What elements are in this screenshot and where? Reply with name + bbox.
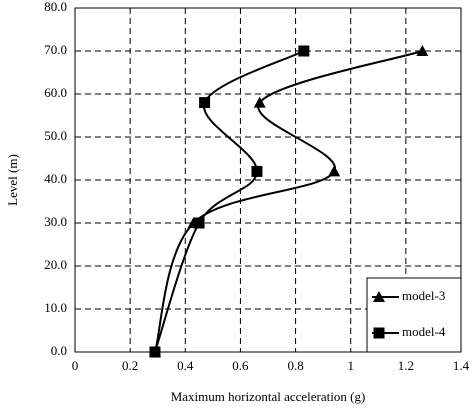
x-tick-label: 0.4 — [177, 358, 194, 373]
legend-box — [366, 277, 462, 353]
marker — [253, 96, 266, 108]
x-tick-label: 1.2 — [398, 358, 414, 373]
marker — [298, 45, 310, 57]
y-tick-label: 70.0 — [44, 42, 67, 57]
y-tick-label: 30.0 — [44, 214, 67, 229]
x-tick-label: 1 — [347, 358, 354, 373]
marker — [328, 165, 341, 177]
x-tick-label: 0.8 — [287, 358, 303, 373]
y-axis-label: Level (m) — [5, 154, 20, 206]
series-line — [154, 50, 305, 353]
x-tick-label: 0.2 — [122, 358, 138, 373]
x-tick-label: 1.4 — [453, 358, 470, 373]
y-tick-label: 50.0 — [44, 128, 67, 143]
y-tick-label: 40.0 — [44, 171, 67, 186]
y-tick-label: 60.0 — [44, 85, 67, 100]
y-tick-label: 80.0 — [44, 0, 67, 14]
marker — [149, 346, 161, 358]
y-tick-label: 0.0 — [51, 343, 67, 358]
x-tick-label: 0 — [72, 358, 79, 373]
y-tick-label: 20.0 — [44, 257, 67, 272]
legend-label: model-3 — [402, 288, 445, 303]
marker — [199, 97, 211, 109]
legend-label: model-4 — [402, 324, 446, 339]
marker — [373, 327, 385, 339]
marker — [373, 291, 385, 302]
marker — [193, 217, 205, 229]
plot-frame — [74, 7, 462, 353]
y-tick-label: 10.0 — [44, 300, 67, 315]
marker — [416, 45, 429, 56]
x-axis-label: Maximum horizontal acceleration (g) — [171, 389, 366, 404]
x-tick-label: 0.6 — [232, 358, 249, 373]
marker — [251, 165, 263, 177]
